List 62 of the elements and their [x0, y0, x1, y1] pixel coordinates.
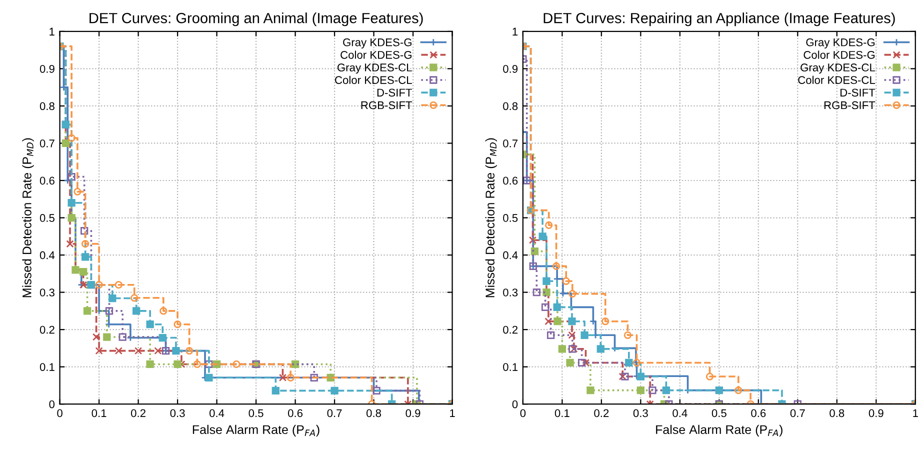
chart-title: DET Curves: Grooming an Animal (Image Features) [90, 12, 423, 26]
y-tick-label: 0.3 [40, 288, 54, 296]
legend-label: D-SIFT [840, 88, 876, 97]
legend-label: Gray KDES-CL [338, 64, 412, 74]
x-tick-label: 0.7 [790, 409, 805, 418]
x-tick-label: 0.4 [672, 409, 688, 418]
x-tick-label: 0 [57, 409, 62, 418]
legend-label: Color KDES-G [804, 50, 875, 59]
y-tick-label: 0.4 [503, 251, 518, 260]
x-tick-label: 0.7 [327, 409, 342, 418]
legend-label: Color KDES-CL [798, 76, 876, 84]
x-tick-label: 0.8 [366, 409, 382, 418]
y-tick-label: 0.5 [40, 214, 54, 222]
y-tick-label: 0.2 [503, 326, 518, 334]
x-tick-label: 0.2 [131, 409, 146, 418]
x-tick-label: 0.1 [92, 409, 106, 418]
y-tick-label: 0.4 [40, 251, 55, 260]
y-tick-label: 0.3 [503, 288, 518, 296]
x-tick-label: 0.5 [248, 409, 264, 418]
y-tick-label: 0.7 [503, 140, 518, 148]
y-tick-label: 1 [50, 28, 54, 36]
x-tick-label: 1 [913, 409, 918, 418]
x-tick-label: 0.2 [594, 409, 609, 418]
x-tick-label: 0 [520, 409, 526, 418]
y-tick-label: 0.8 [503, 102, 518, 110]
legend-label: RGB-SIFT [824, 101, 876, 110]
x-tick-label: 0.3 [170, 409, 185, 418]
y-tick-label: 0.9 [503, 64, 518, 73]
x-tick-label: 0.4 [210, 409, 224, 418]
legend-label: Gray KDES-G [343, 38, 412, 48]
y-tick-label: 0 [49, 400, 55, 408]
legend-label: D-SIFT [377, 88, 412, 97]
y-tick-label: 0.2 [40, 326, 54, 334]
legend-label: Color KDES-G [340, 50, 412, 59]
chart-title: DET Curves: Repairing an Appliance (Image Features) [544, 12, 895, 26]
y-tick-label: 1 [512, 28, 518, 36]
x-axis-title: False Alarm Rate (P$_{FA}$) [192, 424, 320, 437]
x-tick-label: 0.9 [868, 409, 884, 418]
y-tick-label: 0.1 [503, 363, 518, 371]
x-tick-label: 0.8 [830, 409, 844, 418]
x-axis-title: False Alarm Rate (P$_{FA}$) [656, 424, 782, 437]
y-tick-label: 0.7 [40, 140, 54, 148]
x-tick-label: 0.6 [751, 409, 766, 418]
y-tick-label: 0 [512, 400, 518, 408]
legend-label: RGB-SIFT [361, 101, 412, 110]
x-tick-label: 1 [450, 409, 455, 418]
legend-label: Gray KDES-G [806, 38, 875, 48]
y-tick-label: 0.6 [40, 176, 54, 185]
x-tick-label: 0.3 [633, 409, 648, 418]
y-tick-label: 0.1 [40, 363, 54, 371]
x-tick-label: 0.5 [712, 409, 726, 418]
y-tick-label: 0.6 [503, 176, 518, 185]
y-tick-label: 0.8 [40, 102, 54, 110]
legend-label: Color KDES-CL [335, 76, 412, 84]
x-tick-label: 0.6 [288, 409, 303, 418]
y-axis-title: Missed Detection Rate (P$_{MD}$) [485, 138, 497, 298]
x-tick-label: 0.1 [554, 409, 570, 418]
legend-label: Gray KDES-CL [800, 64, 876, 74]
y-tick-label: 0.5 [503, 214, 518, 222]
x-tick-label: 0.9 [406, 409, 420, 418]
y-tick-label: 0.9 [40, 64, 54, 73]
y-axis-title: Missed Detection Rate (P$_{MD}$) [22, 138, 34, 298]
